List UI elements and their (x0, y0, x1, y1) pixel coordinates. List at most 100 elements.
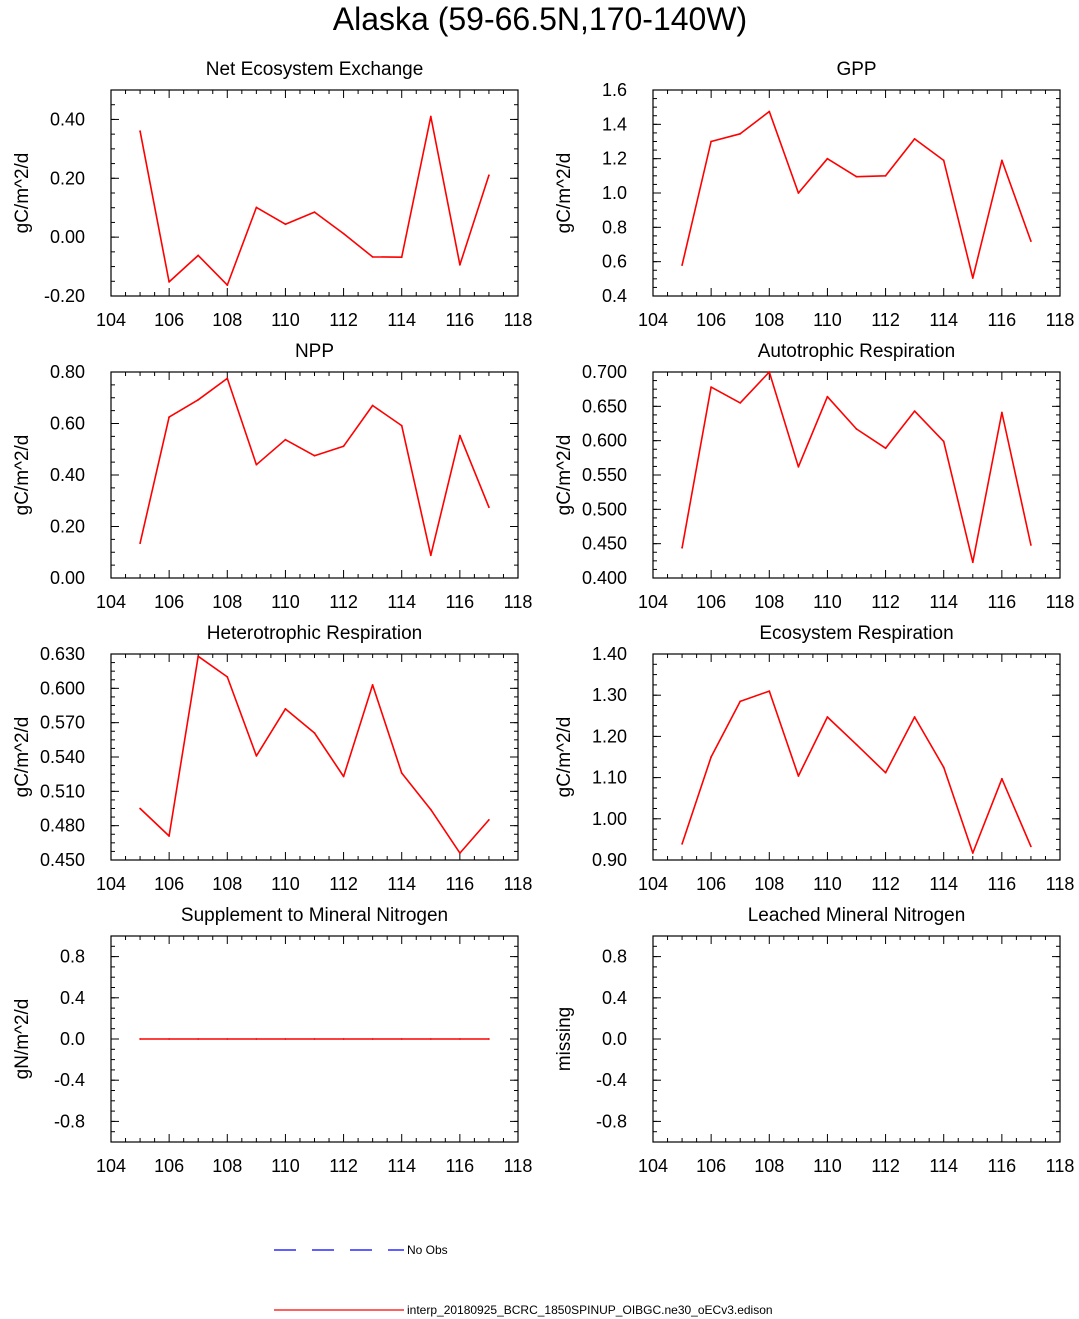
x-tick-label: 118 (504, 592, 533, 612)
data-point (342, 775, 345, 778)
data-point (400, 256, 403, 259)
data-point (226, 1038, 229, 1040)
x-tick-label: 118 (1046, 874, 1075, 894)
y-axis-label: missing (554, 1007, 575, 1071)
data-point (459, 263, 461, 266)
x-tick-label: 106 (154, 1156, 184, 1176)
series-line-model (681, 371, 1032, 564)
x-tick-label: 114 (929, 592, 958, 612)
x-tick-label: 108 (212, 592, 242, 612)
data-point (255, 463, 258, 466)
x-tick-label: 116 (988, 310, 1017, 330)
y-tick-label: 0.8 (60, 947, 85, 967)
data-point (459, 1038, 461, 1040)
data-point (913, 138, 916, 140)
data-point (768, 690, 771, 692)
x-tick-label: 106 (696, 874, 726, 894)
x-tick-label: 114 (929, 1156, 958, 1176)
x-tick-label: 116 (446, 592, 475, 612)
data-point (913, 716, 916, 718)
y-tick-label: 1.4 (602, 114, 627, 134)
series-line-model (139, 377, 490, 557)
panel-title: Leached Mineral Nitrogen (748, 905, 966, 926)
y-tick-label: 0.4 (602, 286, 627, 306)
y-tick-label: 0.20 (50, 168, 85, 188)
x-tick-label: 106 (696, 310, 726, 330)
y-tick-label: 0.80 (50, 362, 85, 382)
x-tick-label: 112 (329, 1156, 358, 1176)
x-tick-label: 108 (212, 1156, 242, 1176)
data-point (255, 1038, 258, 1040)
panel-title: Net Ecosystem Exchange (206, 59, 424, 80)
series-line-model (681, 110, 1032, 279)
data-point (226, 284, 229, 286)
plot-frame (110, 371, 519, 579)
legend-model-label: interp_20180925_BCRC_1850SPINUP_OIBGC.ne… (407, 1303, 773, 1317)
data-point (400, 772, 403, 774)
x-tick-label: 118 (1046, 1156, 1075, 1176)
panel-title: NPP (295, 341, 334, 362)
x-tick-label: 112 (871, 874, 900, 894)
data-point (1001, 777, 1003, 780)
y-tick-label: 1.2 (602, 149, 627, 169)
chart-panel-2: GPP gC/m^2/d 104 106 108 110 112 114 116 118 0.4 0.… (554, 59, 1074, 330)
plot-frame (652, 653, 1061, 861)
y-tick-label: -0.4 (596, 1070, 627, 1090)
x-tick-label: 108 (754, 874, 784, 894)
y-axis-label: gC/m^2/d (12, 717, 33, 798)
y-axis-label: gC/m^2/d (554, 717, 575, 798)
data-point (429, 115, 432, 118)
chart-panel-4: Autotrophic Respiration gC/m^2/d 104 106 108… (554, 341, 1074, 612)
x-tick-label: 118 (504, 874, 533, 894)
data-point (1030, 240, 1032, 243)
y-tick-label: 0.480 (40, 816, 85, 836)
chart-panel-8: Leached Mineral Nitrogen missing 104 106 108… (554, 905, 1074, 1176)
y-tick-label: 0.90 (592, 850, 627, 870)
x-tick-label: 110 (813, 310, 842, 330)
data-point (971, 852, 974, 854)
y-tick-label: 0.450 (582, 534, 627, 554)
data-point (226, 676, 229, 678)
data-point (313, 454, 316, 457)
y-tick-label: 1.20 (592, 726, 627, 746)
data-point (884, 771, 887, 774)
x-tick-label: 118 (504, 1156, 533, 1176)
data-point (710, 756, 712, 758)
data-point (942, 159, 945, 162)
y-tick-label: 0.400 (582, 568, 627, 588)
y-tick-label: 0.8 (602, 217, 627, 237)
x-tick-label: 116 (446, 310, 475, 330)
data-point (768, 371, 771, 373)
data-point (826, 716, 829, 718)
y-tick-label: 0.4 (602, 988, 627, 1008)
data-point (1030, 845, 1032, 848)
y-tick-label: 0.6 (602, 252, 627, 272)
y-tick-label: 0.450 (40, 850, 85, 870)
series-line-model (681, 690, 1032, 854)
chart-panel-5: Heterotrophic Respiration gC/m^2/d 104 106 1… (12, 623, 532, 894)
y-tick-label: 0.650 (582, 396, 627, 416)
plot-frame (110, 653, 519, 861)
y-axis-label: gC/m^2/d (12, 435, 33, 516)
data-point (400, 424, 403, 427)
data-point (139, 807, 142, 810)
x-tick-label: 108 (212, 874, 242, 894)
data-point (342, 1038, 345, 1040)
y-axis-label: gC/m^2/d (554, 153, 575, 234)
data-point (855, 175, 858, 178)
data-point (313, 211, 316, 214)
data-point (459, 434, 461, 437)
data-point (284, 438, 287, 441)
panel-title: Heterotrophic Respiration (207, 623, 422, 644)
data-point (197, 254, 200, 257)
data-point (168, 1038, 171, 1040)
data-point (139, 542, 142, 545)
data-point (342, 232, 345, 235)
x-tick-label: 112 (871, 592, 900, 612)
data-point (488, 1038, 490, 1040)
x-tick-label: 108 (754, 310, 784, 330)
x-tick-label: 112 (329, 592, 358, 612)
y-tick-label: 0.700 (582, 362, 627, 382)
panel-title: GPP (836, 59, 876, 80)
